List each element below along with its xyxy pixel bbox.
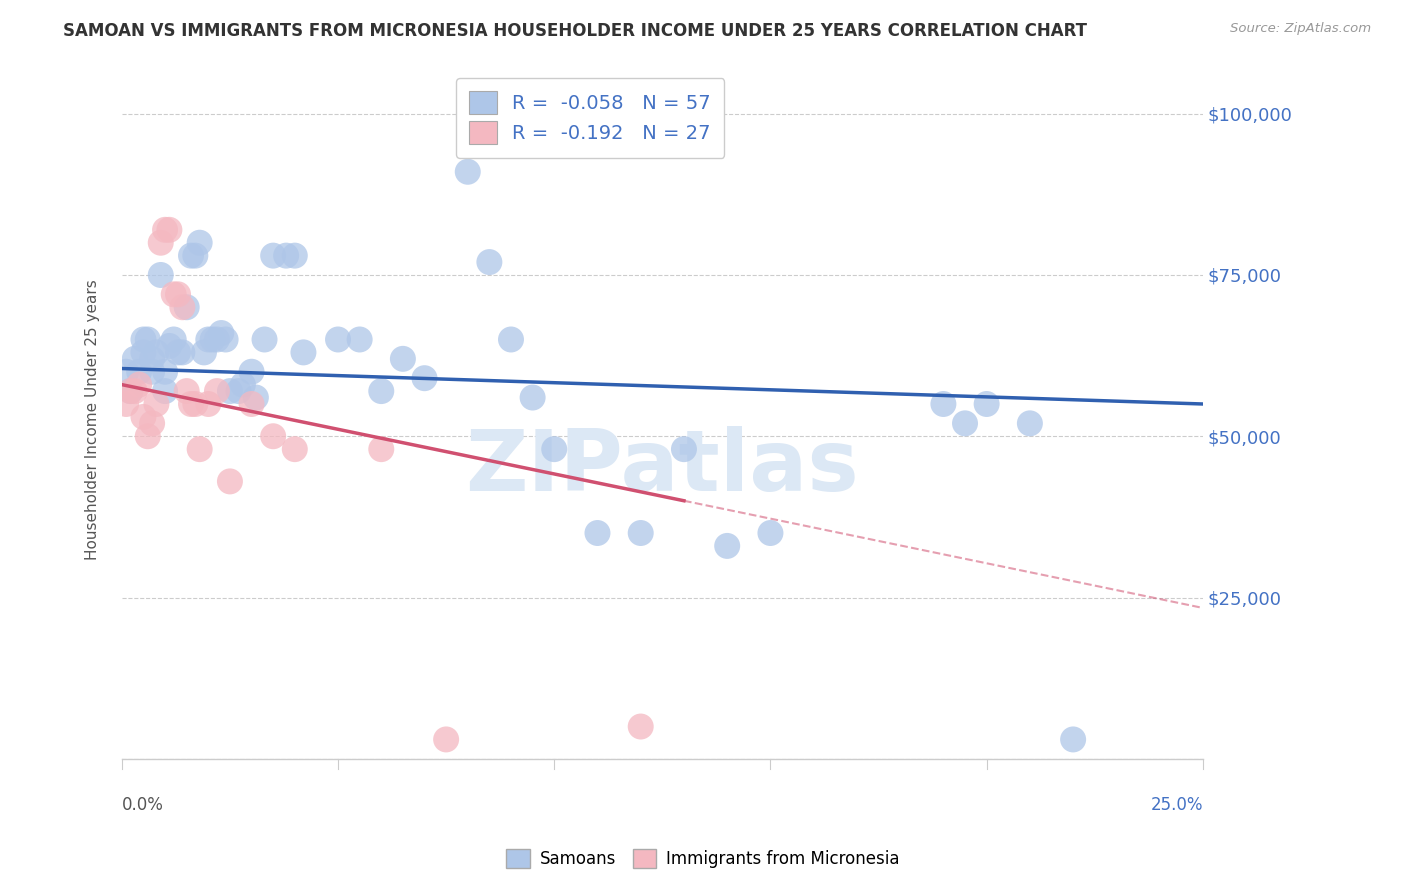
Point <box>132 345 155 359</box>
Point <box>115 365 138 379</box>
Point <box>141 417 163 431</box>
Point <box>184 249 207 263</box>
Point <box>153 223 176 237</box>
Point <box>132 409 155 424</box>
Legend: Samoans, Immigrants from Micronesia: Samoans, Immigrants from Micronesia <box>499 842 907 875</box>
Point <box>245 391 267 405</box>
Point <box>630 526 652 541</box>
Point <box>976 397 998 411</box>
Point <box>193 345 215 359</box>
Point <box>167 345 190 359</box>
Point <box>120 384 142 398</box>
Point <box>184 397 207 411</box>
Point <box>197 397 219 411</box>
Point <box>149 235 172 250</box>
Point <box>176 300 198 314</box>
Point <box>136 333 159 347</box>
Text: ZIPatlas: ZIPatlas <box>465 426 859 509</box>
Point <box>953 417 976 431</box>
Point <box>240 397 263 411</box>
Point <box>120 384 142 398</box>
Point <box>205 333 228 347</box>
Point <box>115 397 138 411</box>
Text: Source: ZipAtlas.com: Source: ZipAtlas.com <box>1230 22 1371 36</box>
Point <box>214 333 236 347</box>
Point <box>253 333 276 347</box>
Point <box>132 333 155 347</box>
Point <box>434 732 457 747</box>
Point <box>326 333 349 347</box>
Y-axis label: Householder Income Under 25 years: Householder Income Under 25 years <box>86 280 100 560</box>
Point <box>228 384 250 398</box>
Point <box>1062 732 1084 747</box>
Point <box>932 397 955 411</box>
Point <box>145 397 167 411</box>
Point <box>153 384 176 398</box>
Point <box>197 333 219 347</box>
Text: 25.0%: 25.0% <box>1150 796 1204 814</box>
Point <box>128 377 150 392</box>
Point <box>240 365 263 379</box>
Point <box>457 165 479 179</box>
Point <box>209 326 232 340</box>
Point <box>759 526 782 541</box>
Point <box>145 345 167 359</box>
Point <box>176 384 198 398</box>
Point <box>201 333 224 347</box>
Point <box>284 442 307 457</box>
Point <box>188 442 211 457</box>
Text: SAMOAN VS IMMIGRANTS FROM MICRONESIA HOUSEHOLDER INCOME UNDER 25 YEARS CORRELATI: SAMOAN VS IMMIGRANTS FROM MICRONESIA HOU… <box>63 22 1087 40</box>
Point <box>370 442 392 457</box>
Point <box>292 345 315 359</box>
Point <box>232 377 254 392</box>
Point <box>167 287 190 301</box>
Point <box>262 249 284 263</box>
Point <box>262 429 284 443</box>
Point <box>349 333 371 347</box>
Point <box>172 300 194 314</box>
Point <box>716 539 738 553</box>
Point <box>124 351 146 366</box>
Point <box>543 442 565 457</box>
Point <box>149 268 172 282</box>
Point <box>157 339 180 353</box>
Text: 0.0%: 0.0% <box>122 796 163 814</box>
Point <box>128 365 150 379</box>
Point <box>413 371 436 385</box>
Point <box>136 429 159 443</box>
Point <box>499 333 522 347</box>
Point <box>153 365 176 379</box>
Point <box>630 719 652 733</box>
Point <box>141 351 163 366</box>
Point <box>141 365 163 379</box>
Point <box>124 384 146 398</box>
Point <box>163 287 186 301</box>
Point <box>586 526 609 541</box>
Point <box>157 223 180 237</box>
Point <box>219 384 242 398</box>
Point <box>672 442 695 457</box>
Point <box>188 235 211 250</box>
Point <box>370 384 392 398</box>
Point <box>478 255 501 269</box>
Point <box>284 249 307 263</box>
Point <box>1018 417 1040 431</box>
Point <box>180 249 202 263</box>
Point <box>172 345 194 359</box>
Point <box>219 475 242 489</box>
Point <box>205 384 228 398</box>
Point <box>522 391 544 405</box>
Legend: R =  -0.058   N = 57, R =  -0.192   N = 27: R = -0.058 N = 57, R = -0.192 N = 27 <box>456 78 724 158</box>
Point <box>276 249 298 263</box>
Point <box>180 397 202 411</box>
Point <box>163 333 186 347</box>
Point <box>392 351 415 366</box>
